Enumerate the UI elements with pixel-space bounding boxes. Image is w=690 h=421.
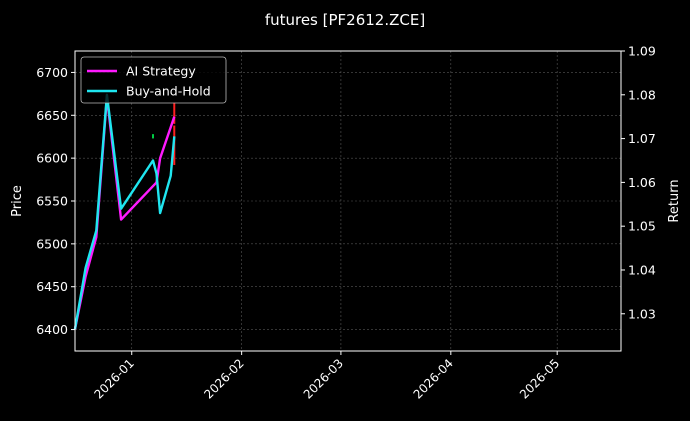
y-tick-label: 6550 [36, 194, 68, 209]
x-tick-label: 2026-01 [91, 356, 136, 401]
y-axis-left: 6400 6450 6500 6550 6600 6650 6700 [36, 65, 75, 337]
x-tick-label: 2026-02 [201, 356, 246, 401]
y-axis-right: 1.03 1.04 1.05 1.06 1.07 1.08 1.09 [621, 44, 656, 321]
legend-label: AI Strategy [126, 64, 196, 79]
x-tick-label: 2026-05 [517, 356, 562, 401]
y2-tick-label: 1.08 [628, 87, 656, 102]
x-tick-label: 2026-03 [301, 356, 346, 401]
y-tick-label: 6500 [36, 236, 68, 251]
y2-axis-label: Return [667, 179, 682, 222]
y2-tick-label: 1.03 [628, 306, 656, 321]
y2-tick-label: 1.09 [628, 44, 656, 59]
x-axis: 2026-01 2026-02 2026-03 2026-04 2026-05 [91, 351, 562, 402]
y-tick-label: 6600 [36, 151, 68, 166]
y2-tick-label: 1.04 [628, 262, 656, 277]
legend-box [80, 56, 227, 104]
y-tick-label: 6700 [36, 65, 68, 80]
y-axis-label: Price [10, 185, 25, 217]
legend-label: Buy-and-Hold [126, 84, 211, 99]
series-line-buy-and-hold [73, 93, 176, 330]
y2-tick-label: 1.06 [628, 175, 656, 190]
grid [75, 51, 621, 351]
y-tick-label: 6450 [36, 279, 68, 294]
x-tick-label: 2026-04 [411, 356, 456, 401]
legend: AI Strategy Buy-and-Hold [80, 56, 227, 104]
series-lines [73, 93, 176, 330]
chart-title: futures [PF2612.ZCE] [265, 11, 425, 29]
candle-marks [152, 102, 176, 165]
y-tick-label: 6650 [36, 108, 68, 123]
y-tick-label: 6400 [36, 322, 68, 337]
y2-tick-label: 1.07 [628, 131, 656, 146]
y2-tick-label: 1.05 [628, 219, 656, 234]
